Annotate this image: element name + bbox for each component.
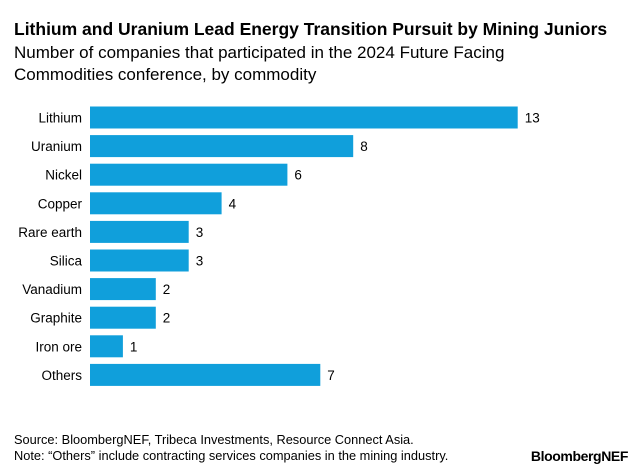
bar: [90, 335, 123, 358]
chart-subtitle: Number of companies that participated in…: [14, 43, 505, 84]
data-label: 1: [130, 339, 138, 354]
bar: [90, 249, 189, 272]
bloombergnef-logo: BloombergNEF: [530, 448, 628, 464]
category-label: Lithium: [38, 111, 82, 126]
bar: [90, 106, 518, 129]
category-label: Rare earth: [18, 225, 82, 240]
data-label: 6: [294, 168, 302, 183]
bar: [90, 363, 321, 386]
category-label: Iron ore: [35, 339, 82, 354]
category-label: Nickel: [45, 168, 82, 183]
bar: [90, 192, 222, 215]
category-label: Graphite: [30, 311, 82, 326]
category-label: Silica: [50, 254, 83, 269]
bar: [90, 220, 189, 243]
category-label: Others: [41, 368, 82, 383]
bar: [90, 163, 288, 186]
data-label: 7: [327, 368, 335, 383]
category-label: Uranium: [31, 139, 82, 154]
bar: [90, 135, 354, 158]
footnote: Note: “Others” include contracting servi…: [14, 448, 449, 463]
source-note: Source: BloombergNEF, Tribeca Investment…: [14, 432, 414, 447]
data-label: 2: [163, 282, 171, 297]
data-label: 8: [360, 139, 368, 154]
category-label: Vanadium: [22, 282, 82, 297]
chart-title: Lithium and Uranium Lead Energy Transiti…: [14, 19, 608, 39]
data-label: 3: [196, 225, 204, 240]
data-label: 3: [196, 254, 204, 269]
bar: [90, 306, 156, 329]
category-label: Copper: [38, 196, 83, 211]
bar: [90, 278, 156, 301]
data-label: 4: [229, 196, 237, 211]
data-label: 2: [163, 311, 171, 326]
data-label: 13: [525, 111, 540, 126]
